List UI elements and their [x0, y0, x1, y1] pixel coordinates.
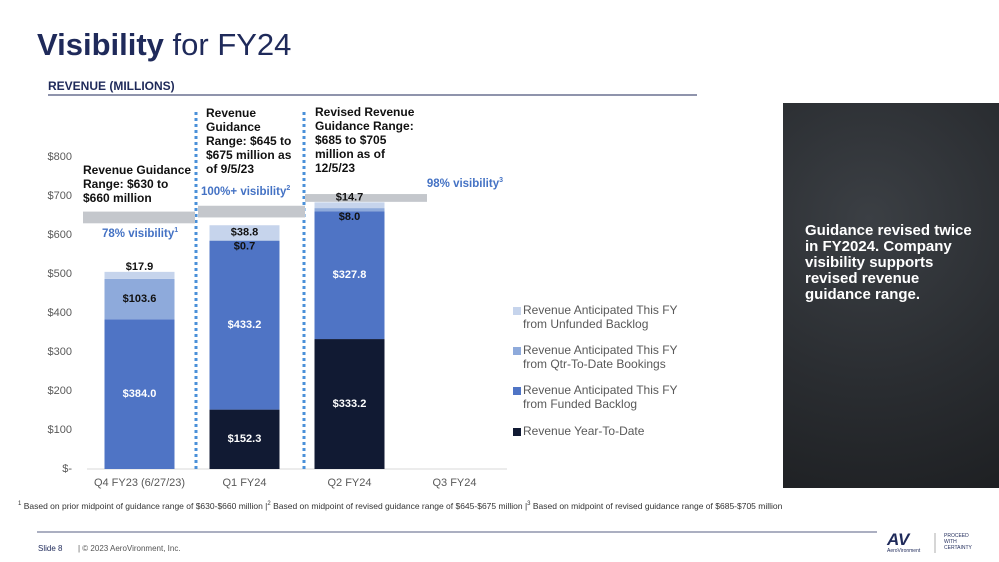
y-tick-label: $200 [48, 385, 72, 397]
logo-mark: AV [887, 530, 910, 549]
copyright: | © 2023 AeroVironment, Inc. [78, 544, 181, 553]
slide-title: Visibility for FY24 [37, 27, 291, 62]
footnotes: 1 Based on prior midpoint of guidance ra… [18, 501, 782, 511]
data-label: $433.2 [228, 319, 262, 331]
guidance-range [83, 211, 195, 224]
chart-title: REVENUE (MILLIONS) [48, 79, 175, 93]
bar-segment [314, 339, 385, 469]
legend-swatch [513, 387, 521, 395]
legend-swatch [513, 307, 521, 315]
data-label: $384.0 [123, 388, 157, 400]
slide-number: Slide 8 [38, 544, 63, 553]
legend-entry: Revenue Anticipated This FY from Unfunde… [513, 303, 703, 331]
y-tick-label: $100 [48, 424, 72, 436]
data-label: $0.7 [234, 241, 255, 253]
legend-label: Revenue Anticipated This FY from Funded … [523, 383, 678, 411]
footnote-note: 1 [18, 501, 22, 508]
guidance-range [305, 194, 427, 202]
legend-entry: Revenue Anticipated This FY from Qtr-To-… [513, 343, 703, 371]
footnote-text: Based on midpoint of revised guidance ra… [530, 501, 783, 511]
visibility-label: 78% visibility1 [102, 227, 178, 240]
data-label: $333.2 [333, 398, 367, 410]
y-tick-label: $700 [48, 190, 72, 202]
legend-entry: Revenue Anticipated This FY from Funded … [513, 383, 703, 411]
legend-entry: Revenue Year-To-Date [513, 424, 703, 438]
bar-segment [314, 211, 385, 340]
y-tick-label: $500 [48, 268, 72, 280]
bar-segment [104, 271, 175, 279]
bar-segment [209, 409, 280, 469]
x-tick-label: Q3 FY24 [432, 477, 476, 489]
visibility-note: 2 [286, 185, 290, 192]
y-tick-label: $600 [48, 229, 72, 241]
x-tick-label: Q4 FY23 (6/27/23) [94, 477, 185, 489]
logo-tagline: PROCEED WITH CERTAINTY [944, 533, 972, 551]
y-tick-label: $- [62, 463, 72, 475]
bar-segment [314, 208, 385, 212]
bar-segment [104, 319, 175, 469]
footnote-text: Based on prior midpoint of guidance rang… [21, 501, 268, 511]
visibility-label: 98% visibility3 [427, 177, 503, 190]
footnote-note: 3 [527, 501, 531, 508]
logo-name: AeroVironment [887, 548, 921, 554]
title-rest: for FY24 [164, 27, 292, 62]
guidance-range [198, 205, 305, 218]
visibility-note: 1 [174, 227, 178, 234]
x-tick-label: Q1 FY24 [222, 477, 266, 489]
legend-swatch [513, 347, 521, 355]
data-label: $14.7 [336, 191, 364, 203]
footnote-text: Based on midpoint of revised guidance ra… [270, 501, 528, 511]
x-tick-label: Q2 FY24 [327, 477, 371, 489]
data-label: $327.8 [333, 269, 367, 281]
footnote-note: 2 [267, 501, 271, 508]
legend-label: Revenue Anticipated This FY from Qtr-To-… [523, 343, 678, 371]
bar-segment [209, 225, 280, 241]
visibility-label: 100%+ visibility2 [201, 185, 290, 198]
legend-label: Revenue Year-To-Date [523, 424, 645, 438]
bar-segment [209, 240, 280, 410]
bar-segment [314, 202, 385, 209]
bar-segment [104, 278, 175, 320]
visibility-value: 100%+ visibility [201, 186, 287, 198]
side-panel-text: Guidance revised twice in FY2024. Compan… [805, 222, 972, 303]
annotation-text: Revenue Guidance Range: $645 to $675 mil… [206, 106, 292, 176]
data-label: $38.8 [231, 227, 259, 239]
data-label: $8.0 [339, 211, 360, 223]
data-label: $152.3 [228, 433, 262, 445]
visibility-value: 98% visibility [427, 178, 500, 190]
data-label: $17.9 [126, 261, 154, 273]
annotation-text: Revenue Guidance Range: $630 to $660 mil… [83, 163, 192, 205]
annotation-text: Revised Revenue Guidance Range: $685 to … [315, 105, 415, 175]
y-tick-label: $800 [48, 151, 72, 163]
visibility-value: 78% visibility [102, 228, 175, 240]
y-tick-label: $300 [48, 346, 72, 358]
side-panel [783, 103, 999, 488]
legend-label: Revenue Anticipated This FY from Unfunde… [523, 303, 678, 331]
data-label: $103.6 [123, 293, 157, 305]
visibility-note: 3 [499, 177, 503, 184]
legend-swatch [513, 428, 521, 436]
y-tick-label: $400 [48, 307, 72, 319]
title-bold: Visibility [37, 27, 165, 62]
